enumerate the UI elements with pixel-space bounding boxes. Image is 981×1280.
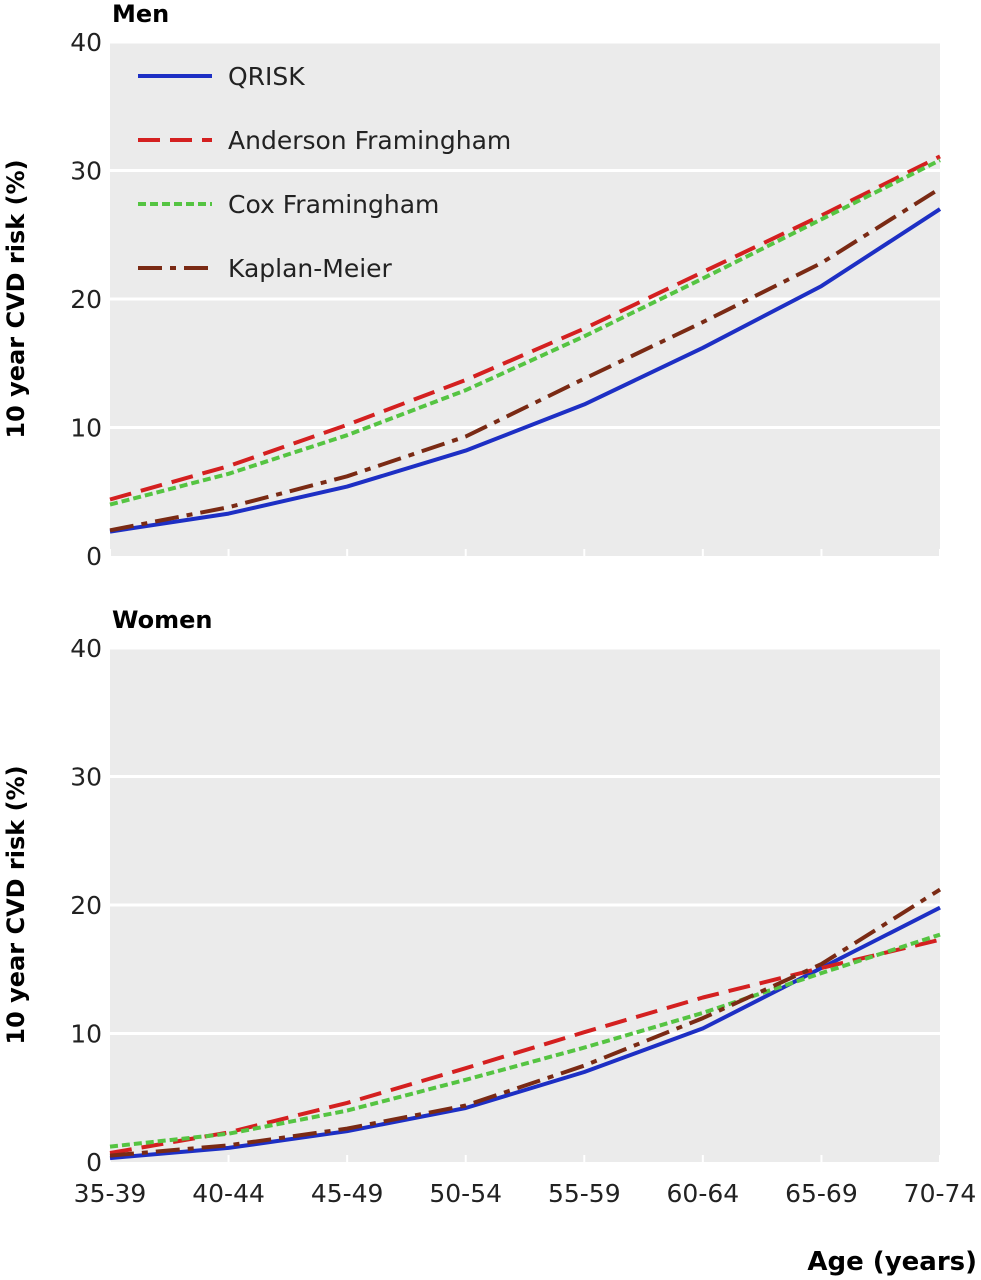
- y-tick-label: 20: [70, 285, 102, 314]
- y-tick-label: 40: [70, 634, 102, 663]
- series-line-anderson-framingham: [109, 154, 941, 502]
- y-tick-label: 0: [86, 542, 102, 571]
- x-tick-label: 65-69: [785, 1179, 858, 1208]
- y-tick-label: 20: [70, 891, 102, 920]
- series-line-cox-framingham: [109, 932, 941, 1149]
- panel-title: Women: [112, 606, 212, 634]
- x-tick-label: 40-44: [192, 1179, 265, 1208]
- y-axis-label: 10 year CVD risk (%): [2, 765, 30, 1044]
- series-line-kaplan-meier: [109, 887, 942, 1158]
- x-tick-label: 45-49: [311, 1179, 384, 1208]
- x-tick-label: 70-74: [904, 1179, 977, 1208]
- x-tick-label: 55-59: [548, 1179, 621, 1208]
- series-line-cox-framingham: [109, 158, 941, 507]
- y-tick-label: 30: [70, 157, 102, 186]
- x-axis-label: Age (years): [807, 1247, 977, 1277]
- series-line-kaplan-meier: [109, 186, 942, 533]
- women-panel: 0 10 20 30 40 35-39 40-44 45-49 50-54 55-59 60-64 6…: [2, 606, 976, 1208]
- y-tick-label: 10: [70, 414, 102, 443]
- legend-label: Cox Framingham: [228, 190, 439, 219]
- x-tick-label: 60-64: [667, 1179, 740, 1208]
- series-line-anderson-framingham: [109, 937, 941, 1155]
- x-tick-label: 35-39: [74, 1179, 147, 1208]
- legend-label: Anderson Framingham: [228, 126, 511, 155]
- legend: QRISK Anderson Framingham Cox Framingham Ka…: [138, 62, 511, 283]
- y-tick-label: 10: [70, 1020, 102, 1049]
- legend-label: Kaplan-Meier: [228, 254, 393, 283]
- y-tick-label: 30: [70, 763, 102, 792]
- y-axis-label: 10 year CVD risk (%): [2, 159, 30, 438]
- series-line-qrisk: [109, 207, 942, 534]
- legend-label: QRISK: [228, 62, 305, 91]
- y-tick-label: 0: [86, 1148, 102, 1177]
- x-tick-label: 50-54: [429, 1179, 502, 1208]
- men-panel: 0 10 20 30 40 Men 10 year CVD risk (%) QRISK And…: [2, 0, 942, 571]
- panel-title: Men: [112, 0, 169, 28]
- y-tick-label: 40: [70, 28, 102, 57]
